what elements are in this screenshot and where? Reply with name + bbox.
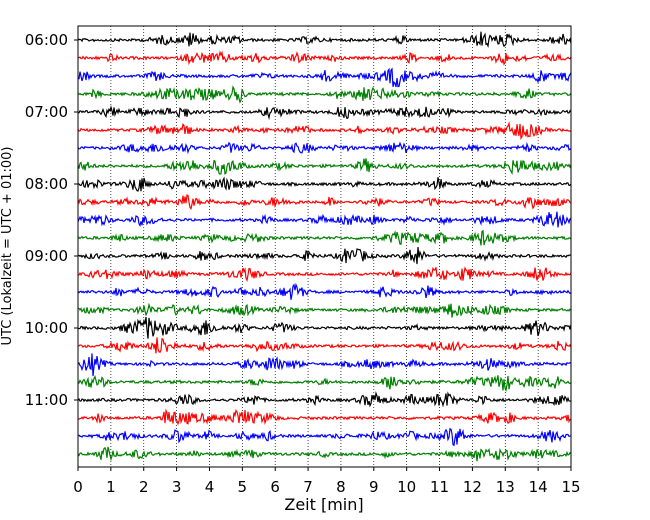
seismic-trace: [77, 176, 572, 192]
x-tick-label: 13: [496, 478, 515, 496]
x-tick-label: 14: [529, 478, 548, 496]
seismic-trace: [77, 141, 572, 155]
x-axis-label: Zeit [min]: [284, 495, 363, 514]
x-tick-label: 10: [397, 478, 416, 496]
seismic-trace: [77, 67, 572, 88]
y-tick-label: 06:00: [25, 31, 68, 49]
seismic-trace: [77, 121, 572, 141]
seismic-trace: [77, 374, 572, 393]
x-tick-label: 15: [561, 478, 580, 496]
trace-group: [77, 31, 572, 462]
seismic-trace: [77, 194, 572, 210]
x-tick-label: 2: [139, 478, 149, 496]
x-tick-label: 5: [238, 478, 248, 496]
seismic-trace: [77, 282, 572, 300]
x-tick-label: 12: [463, 478, 482, 496]
x-tick-label: 7: [303, 478, 313, 496]
seismic-trace: [77, 31, 572, 48]
seismic-trace: [77, 211, 572, 228]
x-axis-ticks: 0 1 2 3 4 5 6 7 8 9 10 11 12 13 14 15: [73, 467, 581, 496]
y-tick-label: 11:00: [25, 391, 68, 409]
x-tick-label: 11: [430, 478, 449, 496]
x-tick-label: 9: [369, 478, 379, 496]
seismic-trace: [77, 85, 572, 104]
seismic-trace: [77, 337, 572, 354]
seismic-trace: [77, 390, 572, 408]
x-tick-label: 0: [73, 478, 83, 496]
x-tick-label: 3: [172, 478, 182, 496]
seismic-trace: [77, 353, 572, 377]
seismic-trace: [77, 408, 572, 426]
seismic-trace: [77, 316, 572, 339]
y-tick-label: 10:00: [25, 319, 68, 337]
x-tick-label: 1: [106, 478, 116, 496]
seismic-trace: [77, 229, 572, 246]
y-tick-label: 08:00: [25, 175, 68, 193]
seismic-trace: [77, 266, 572, 283]
y-axis-label: UTC (Lokalzeit = UTC + 01:00): [0, 147, 15, 346]
x-tick-label: 8: [336, 478, 346, 496]
y-axis-ticks: 06:00 07:00 08:00 09:00 10:00 11:00: [25, 31, 78, 409]
seismic-trace: [77, 302, 572, 318]
seismic-trace: [77, 105, 572, 120]
y-tick-label: 09:00: [25, 247, 68, 265]
seismic-trace: [77, 246, 572, 265]
seismic-trace: [77, 427, 572, 447]
x-tick-label: 6: [270, 478, 280, 496]
seismic-trace: [77, 446, 572, 462]
y-tick-label: 07:00: [25, 103, 68, 121]
seismic-trace: [77, 50, 572, 66]
x-tick-label: 4: [205, 478, 215, 496]
plot-frame: [77, 25, 572, 468]
seismic-trace: [77, 158, 572, 176]
